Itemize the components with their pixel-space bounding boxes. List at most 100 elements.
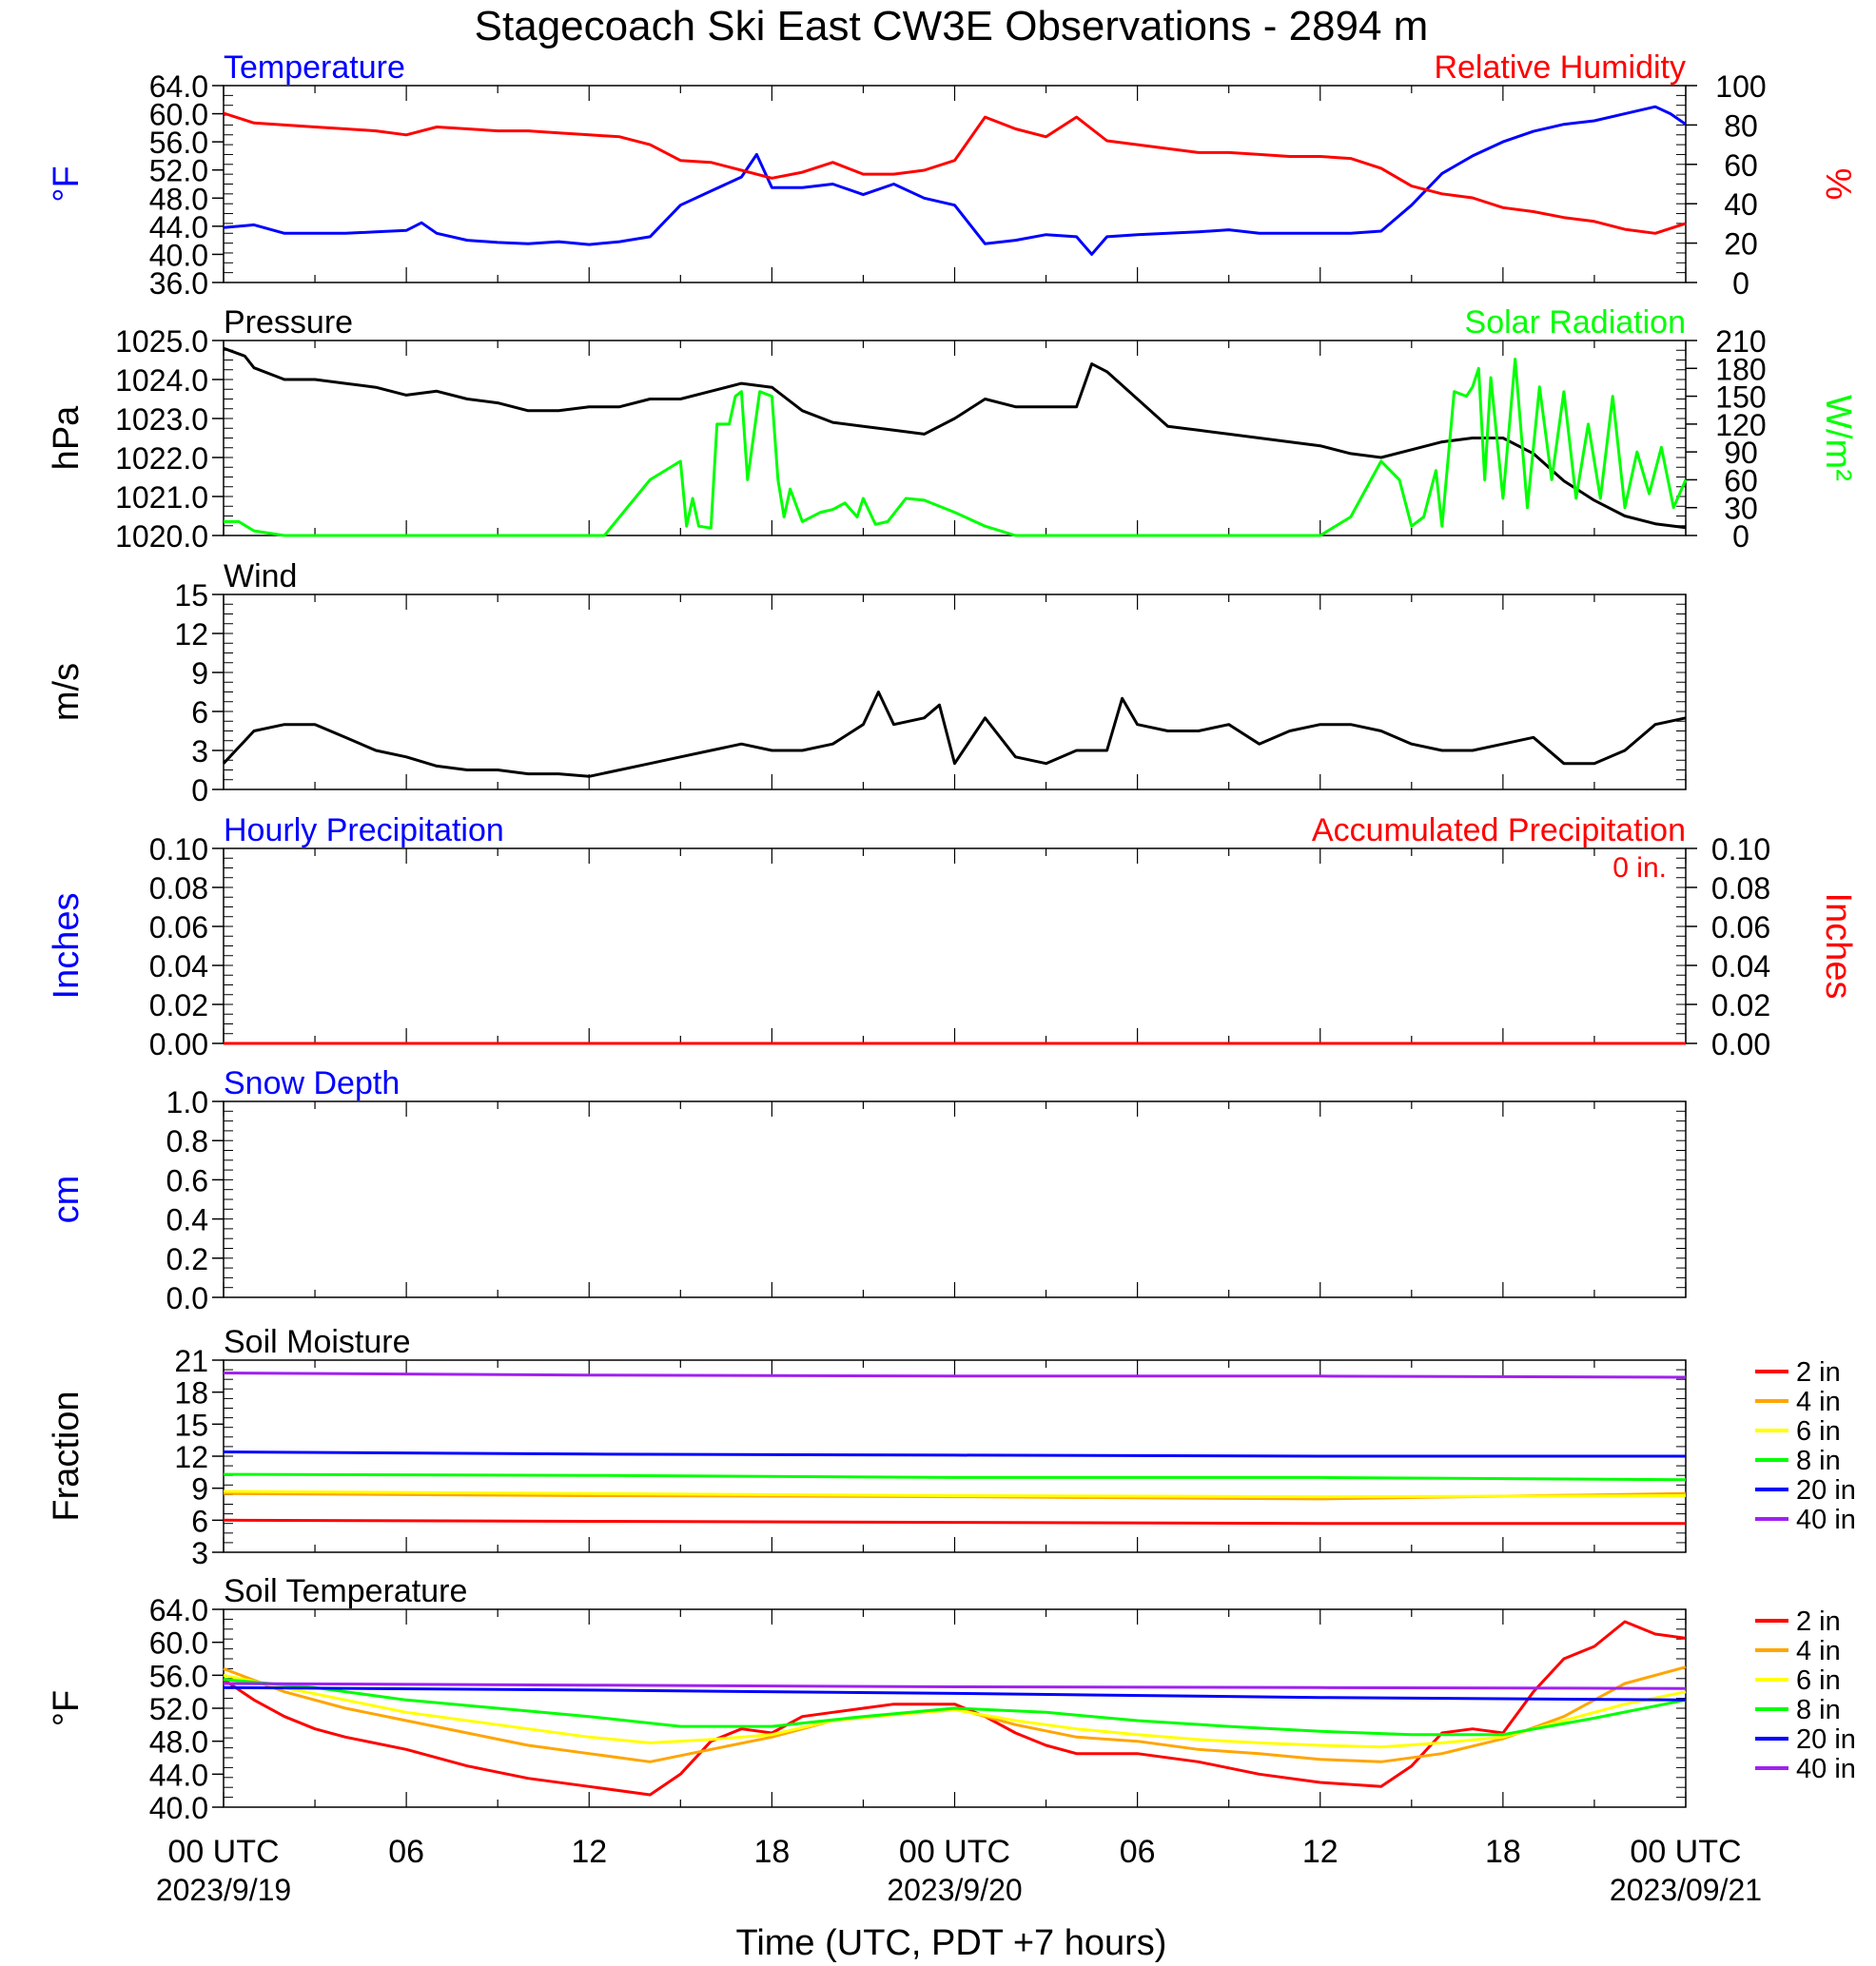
y-tick-label-left: 64.0 [149,1593,208,1627]
panel-title-right: Accumulated Precipitation [1312,812,1686,848]
x-tick-date: 2023/09/21 [1610,1873,1762,1907]
y-tick-label-left: 1.0 [166,1085,208,1119]
y-tick-label-right: 80 [1724,108,1758,143]
y-axis-label-left: °F [47,165,87,202]
series-line-4-in [223,1665,1687,1763]
y-tick-label-left: 15 [174,1408,208,1442]
y-tick-label-right: 210 [1715,324,1766,359]
y-tick-label-right: 0.00 [1711,1027,1770,1061]
y-tick-label-left: 0.6 [166,1163,208,1197]
y-tick-label-left: 18 [174,1376,208,1411]
series-line-solar-radiation [224,358,1688,537]
legend-label: 8 in [1796,1446,1841,1476]
y-tick-label-right: 180 [1715,352,1766,386]
y-tick-label-left: 12 [174,617,208,652]
y-axis-label-left: °F [47,1690,87,1726]
legend-label: 4 in [1796,1636,1841,1666]
y-tick-label-right: 20 [1724,227,1758,262]
series-line-pressure [223,346,1687,530]
legend-label: 6 in [1796,1665,1841,1696]
y-tick-label-right: 0 [1732,519,1749,554]
y-tick-label-left: 0.02 [149,988,208,1022]
series-line-20-in [223,1685,1687,1702]
y-tick-label-left: 1023.0 [115,402,208,437]
y-tick-label-left: 36.0 [149,266,208,301]
y-tick-label-left: 0.2 [166,1242,208,1276]
y-axis-label-left: m/s [47,663,87,721]
y-tick-label-right: 150 [1715,380,1766,415]
panel-soil-temp: 64.060.056.052.048.044.040.0 Soil Tempera… [47,1573,1856,1825]
y-tick-label-right: 0 [1732,266,1749,301]
series-line-20-in [223,1450,1686,1458]
y-tick-label-left: 64.0 [149,69,208,104]
legend-label: 6 in [1796,1416,1841,1447]
series-line-40-in [223,1682,1687,1690]
legend-label: 2 in [1796,1606,1841,1637]
y-tick-label-left: 0.06 [149,910,208,944]
y-axis-label-left: Fraction [47,1391,87,1521]
legend-label: 2 in [1796,1357,1841,1388]
panel-precip: 0.10 0.08 0.06 0.04 0.02 0.00 0.10 0.08 0.06 0.04… [47,812,1858,1061]
panel-title-left: Temperature [224,49,405,86]
series-line-6-in [223,1489,1687,1499]
series-line-2-in [223,1518,1686,1526]
y-axis-label-left: hPa [47,405,87,470]
y-tick-label-left: 1025.0 [115,324,208,359]
y-axis-label-right: % [1818,168,1858,201]
legend-label: 20 in [1796,1475,1856,1506]
legend-label: 4 in [1796,1387,1841,1417]
x-tick-label: 00 UTC [899,1834,1010,1870]
panel-snow: 1.0 0.8 0.6 0.4 0.2 0.0 Snow Depth cm [47,1065,1687,1315]
y-tick-label-left: 44.0 [149,210,208,244]
y-tick-label-right: 120 [1715,408,1766,442]
panel-frame [223,1100,1687,1298]
x-tick-label: 18 [1485,1834,1521,1870]
legend-label: 40 in [1796,1754,1856,1784]
series-line-8-in [223,1678,1687,1737]
y-tick-label-right: 0.04 [1711,949,1770,983]
y-tick-label-left: 6 [191,1504,208,1538]
y-tick-label-left: 0.04 [149,949,208,983]
panel-pres-solar: 1025.01024.01023.01022.01021.01020.02101… [47,304,1858,554]
y-tick-label-left: 0.8 [166,1124,208,1158]
y-tick-label-right: 0.06 [1711,910,1770,944]
series-line-8-in [223,1472,1687,1482]
y-tick-label-left: 15 [174,578,208,613]
panel-annotation: 0 in. [1612,852,1667,884]
panel-frame [223,85,1687,283]
legend-label: 20 in [1796,1724,1856,1755]
y-tick-label-left: 1021.0 [115,480,208,515]
panel-title-left: Pressure [224,304,353,341]
y-tick-label-left: 6 [191,695,208,730]
y-tick-label-left: 1022.0 [115,441,208,476]
y-tick-label-left: 9 [191,656,208,691]
y-tick-label-left: 12 [174,1440,208,1474]
y-tick-label-left: 3 [191,1536,208,1570]
y-tick-label-left: 9 [191,1472,208,1507]
y-tick-label-left: 48.0 [149,1725,208,1760]
y-tick-label-left: 44.0 [149,1758,208,1792]
y-tick-label-right: 60 [1724,463,1758,497]
y-tick-label-left: 1020.0 [115,519,208,554]
y-tick-label-right: 60 [1724,148,1758,183]
y-tick-label-left: 40.0 [149,238,208,272]
x-tick-label: 06 [388,1834,424,1870]
panel-title-right: Solar Radiation [1465,304,1686,341]
y-tick-label-left: 60.0 [149,98,208,132]
y-tick-label-right: 100 [1715,69,1766,104]
y-tick-label-right: 0.08 [1711,871,1770,905]
legend-label: 40 in [1796,1505,1856,1535]
y-tick-label-right: 30 [1724,492,1758,526]
series-line-40-in [223,1372,1687,1379]
series-line-wind [222,691,1687,778]
y-tick-label-left: 0.08 [149,871,208,905]
x-tick-label: 18 [753,1834,790,1870]
y-tick-label-left: 0.4 [166,1203,208,1237]
y-tick-label-left: 52.0 [149,1692,208,1726]
panel-title-left: Hourly Precipitation [224,812,504,848]
chart-title: Stagecoach Ski East CW3E Observations - … [475,3,1429,49]
y-tick-label-left: 0.00 [149,1027,208,1061]
y-tick-label-left: 48.0 [149,182,208,216]
